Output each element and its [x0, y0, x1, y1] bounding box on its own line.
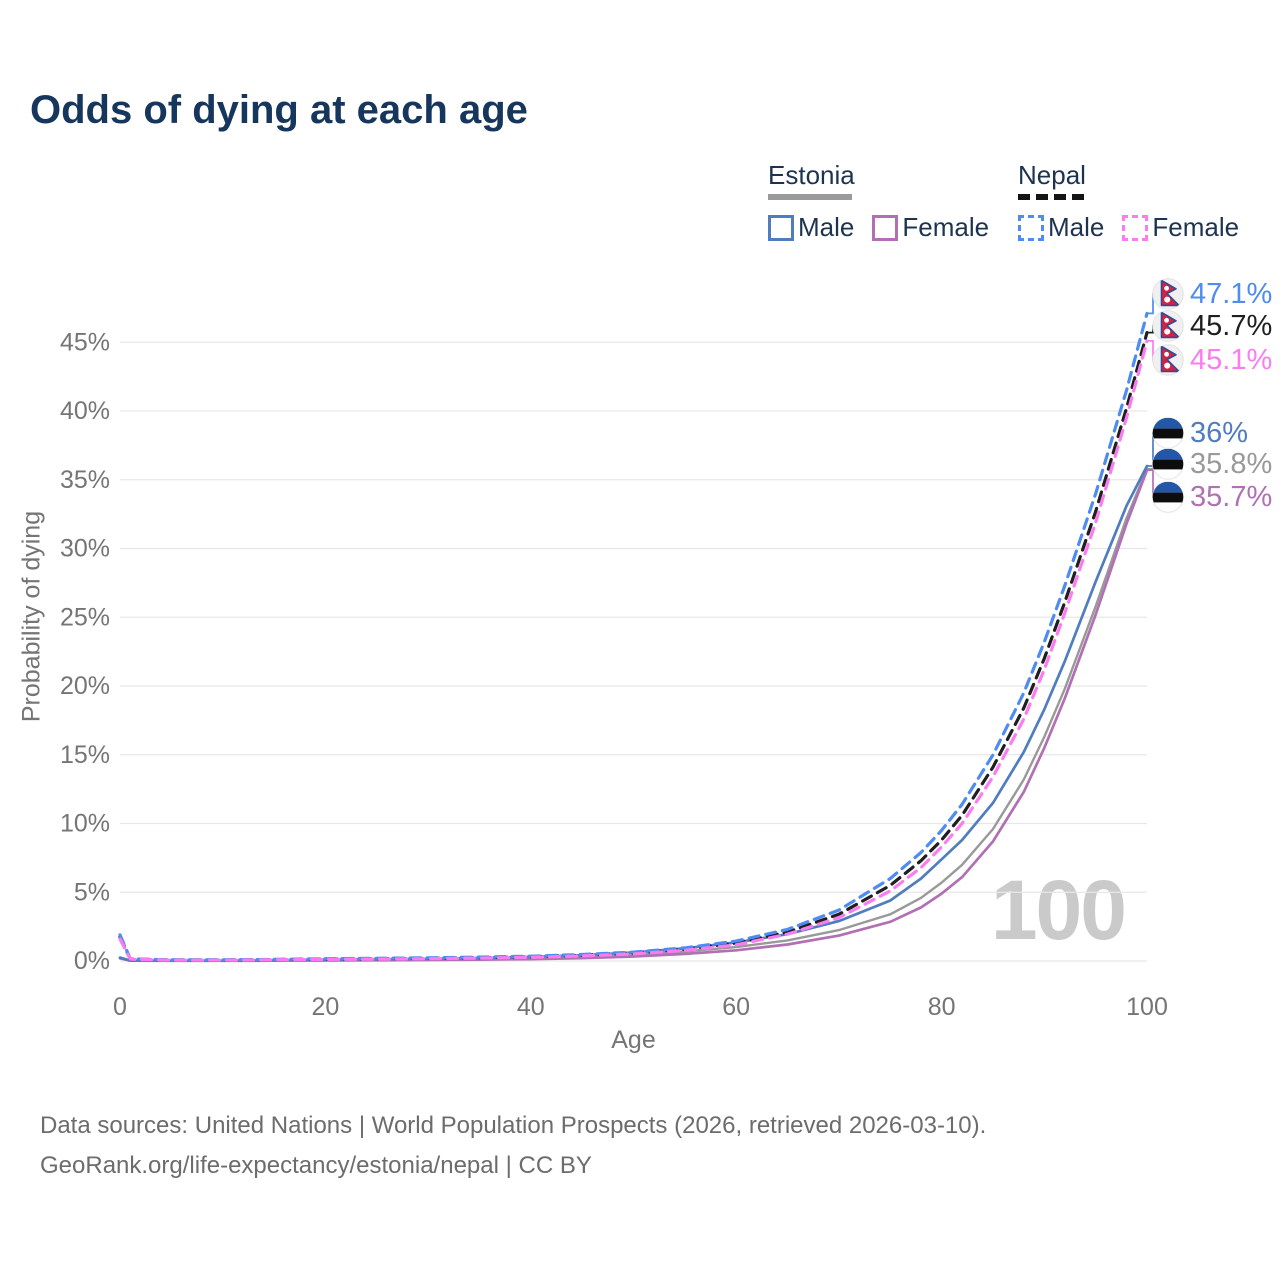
estonia-female-swatch-icon[interactable] — [872, 214, 899, 241]
legend-item-nepal-female[interactable]: Female — [1122, 212, 1239, 243]
legend-group-nepal: Nepal Male Female — [1018, 160, 1239, 243]
end-value-label-estonia-female: 35.7% — [1190, 481, 1273, 513]
y-tick-label-45: 45% — [60, 328, 110, 356]
x-tick-label-0: 0 — [113, 993, 127, 1021]
legend-item-estonia-male[interactable]: Male — [768, 212, 854, 243]
legend-linestyle-estonia — [768, 194, 852, 200]
x-tick-label-40: 40 — [517, 993, 545, 1021]
y-tick-label-30: 30% — [60, 535, 110, 563]
end-value-label-nepal-male: 47.1% — [1190, 278, 1273, 310]
y-axis-title: Probability of dying — [17, 510, 46, 723]
x-tick-label-100: 100 — [1126, 993, 1168, 1021]
estonia-male-swatch-icon[interactable] — [768, 214, 794, 241]
end-value-label-estonia-male: 36% — [1190, 417, 1249, 449]
x-tick-label-20: 20 — [311, 993, 339, 1021]
nepal-flag-icon — [1152, 344, 1184, 376]
nepal-male-swatch-icon[interactable] — [1018, 214, 1044, 241]
y-tick-label-5: 5% — [74, 878, 110, 906]
legend-label-estonia-male: Male — [798, 212, 855, 242]
estonia-flag-icon — [1152, 481, 1184, 513]
y-tick-label-40: 40% — [60, 397, 110, 425]
x-axis-title: Age — [611, 1026, 656, 1054]
legend-country-estonia: Estonia — [768, 160, 855, 190]
legend-item-nepal-male[interactable]: Male — [1018, 212, 1104, 243]
legend-label-estonia-female: Female — [902, 212, 990, 242]
legend-label-nepal-female: Female — [1152, 212, 1240, 242]
y-tick-label-20: 20% — [60, 672, 110, 700]
nepal-flag-icon — [1152, 310, 1184, 342]
nepal-flag-icon — [1152, 278, 1184, 310]
y-tick-label-0: 0% — [74, 947, 110, 975]
end-value-label-estonia-both: 35.8% — [1190, 448, 1273, 480]
y-tick-label-25: 25% — [60, 603, 110, 631]
estonia-flag-icon — [1152, 448, 1184, 480]
end-value-label-nepal-both: 45.7% — [1190, 310, 1273, 342]
nepal-female-swatch-icon[interactable] — [1122, 214, 1149, 241]
x-tick-label-60: 60 — [722, 993, 750, 1021]
x-tick-label-80: 80 — [928, 993, 956, 1021]
legend-label-nepal-male: Male — [1048, 212, 1105, 242]
y-tick-label-35: 35% — [60, 466, 110, 494]
legend-linestyle-nepal — [1018, 194, 1084, 200]
y-tick-label-15: 15% — [60, 741, 110, 769]
footer: Data sources: United Nations | World Pop… — [40, 1106, 986, 1186]
estonia-flag-icon — [1152, 417, 1184, 449]
footer-sources: Data sources: United Nations | World Pop… — [40, 1112, 987, 1139]
page-title: Odds of dying at each age — [30, 88, 528, 132]
footer-url: GeoRank.org/life-expectancy/estonia/nepa… — [40, 1152, 592, 1179]
legend-country-nepal: Nepal — [1018, 160, 1086, 190]
legend-group-estonia: Estonia Male Female — [768, 160, 989, 243]
end-value-label-nepal-female: 45.1% — [1190, 344, 1273, 376]
y-tick-label-10: 10% — [60, 810, 110, 838]
legend-item-estonia-female[interactable]: Female — [872, 212, 989, 243]
plot-area[interactable] — [120, 280, 1147, 965]
